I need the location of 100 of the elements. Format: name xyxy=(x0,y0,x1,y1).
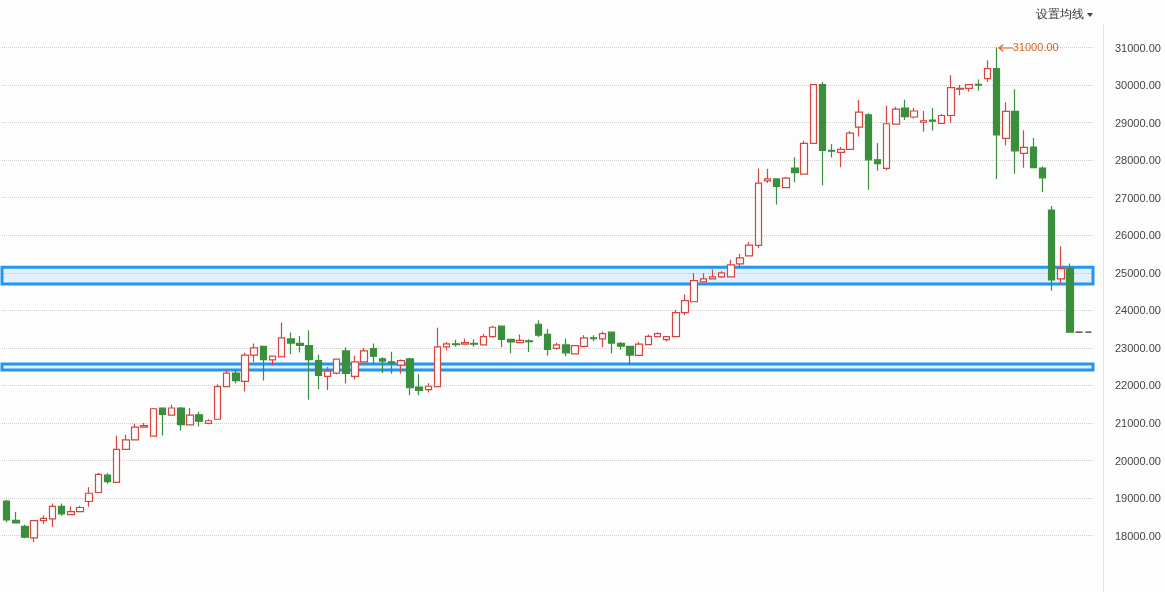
candlestick xyxy=(708,268,717,280)
candlestick xyxy=(864,112,873,191)
y-tick-label: 30000.00 xyxy=(1115,79,1161,92)
candlestick xyxy=(451,339,461,348)
candlestick xyxy=(2,499,11,524)
candlestick xyxy=(634,341,644,357)
candlestick xyxy=(818,81,827,186)
y-tick-label: 25000.00 xyxy=(1115,266,1161,279)
candlestick xyxy=(790,156,800,183)
y-tick-label: 24000.00 xyxy=(1115,304,1161,317)
candlestick xyxy=(919,110,928,133)
y-tick-label: 27000.00 xyxy=(1115,191,1161,204)
candlestick xyxy=(479,333,488,346)
y-tick-label: 20000.00 xyxy=(1115,454,1161,467)
y-tick-label: 19000.00 xyxy=(1115,492,1161,505)
candlestick xyxy=(744,241,754,257)
candlestick xyxy=(39,514,48,525)
candlestick xyxy=(323,366,332,391)
candlestick xyxy=(1047,205,1056,292)
candlestick xyxy=(84,486,94,508)
candlestick xyxy=(167,404,176,416)
candlestick xyxy=(1001,101,1011,146)
candlestick xyxy=(598,330,607,348)
candlestick xyxy=(607,331,616,354)
candlestick xyxy=(488,325,497,339)
candlestick xyxy=(726,259,736,278)
candlestick xyxy=(882,105,891,171)
candlestick xyxy=(222,369,231,388)
candlestick xyxy=(48,502,57,528)
candlestick xyxy=(561,337,571,357)
candlestick xyxy=(185,407,195,426)
y-tick-label: 29000.00 xyxy=(1115,116,1161,129)
y-tick-label: 31000.00 xyxy=(1115,41,1161,54)
candlestick xyxy=(341,346,351,385)
candlestick xyxy=(314,354,323,390)
candlestick xyxy=(194,411,204,428)
candlestick xyxy=(1056,245,1066,284)
candlestick xyxy=(873,142,882,172)
candlestick xyxy=(497,325,506,348)
candlestick xyxy=(29,520,39,543)
candlestick xyxy=(515,333,525,344)
candlestick xyxy=(909,107,919,120)
candlestick xyxy=(735,253,745,269)
candlestick xyxy=(754,168,763,249)
candlestick xyxy=(543,328,552,357)
candlestick xyxy=(524,338,534,353)
candlestick xyxy=(799,140,809,175)
y-tick-label: 26000.00 xyxy=(1115,229,1161,242)
candlestick xyxy=(772,178,781,206)
candlestick xyxy=(589,334,598,342)
candlestick xyxy=(259,345,268,382)
candlestick xyxy=(552,342,561,351)
candlestick xyxy=(763,168,772,184)
candlestick xyxy=(891,106,901,125)
candlestick xyxy=(1038,165,1047,193)
candlestick xyxy=(231,368,241,384)
candlestick xyxy=(653,331,662,338)
candlestick xyxy=(369,342,378,366)
candlestick xyxy=(506,338,516,354)
candlestick xyxy=(387,351,396,375)
candlestick xyxy=(149,407,158,437)
candlestick xyxy=(11,511,21,524)
candlestick xyxy=(983,59,992,83)
candlestick xyxy=(1010,88,1020,175)
candlestick xyxy=(442,341,451,351)
annotation: 31000.00 xyxy=(1012,40,1059,54)
candlestick xyxy=(94,472,103,494)
candlestick xyxy=(424,382,433,394)
candlestick xyxy=(992,46,1001,180)
candlestick xyxy=(699,272,708,283)
candlestick xyxy=(268,355,277,367)
candlestick xyxy=(809,84,818,144)
candlestick xyxy=(176,406,186,432)
candlestick xyxy=(854,99,864,138)
candlestick xyxy=(900,99,910,121)
candlestick xyxy=(534,319,543,338)
candlestick xyxy=(204,418,213,425)
y-tick-label: 28000.00 xyxy=(1115,154,1161,167)
candlestick xyxy=(1029,137,1038,169)
candlestick xyxy=(57,502,66,517)
candlestick xyxy=(433,327,442,388)
candlestick xyxy=(717,270,726,279)
candlestick xyxy=(20,524,30,539)
candlestick xyxy=(1065,262,1075,333)
candlestick xyxy=(103,472,112,485)
candlestick xyxy=(460,337,470,345)
text: 设置均线 xyxy=(1036,7,1084,21)
candlestick xyxy=(781,176,791,189)
y-tick-label: 23000.00 xyxy=(1115,341,1161,354)
candlestick xyxy=(1019,129,1029,169)
candlestick xyxy=(158,407,167,437)
candlestick xyxy=(928,107,937,132)
candlestick xyxy=(974,78,983,92)
candlestick xyxy=(332,358,341,375)
y-tick-label: 18000.00 xyxy=(1115,529,1161,542)
candlestick xyxy=(112,435,121,483)
y-tick-label: 22000.00 xyxy=(1115,379,1161,392)
candlestick xyxy=(662,336,671,343)
candlestick xyxy=(469,338,479,348)
candlestick xyxy=(277,321,286,358)
